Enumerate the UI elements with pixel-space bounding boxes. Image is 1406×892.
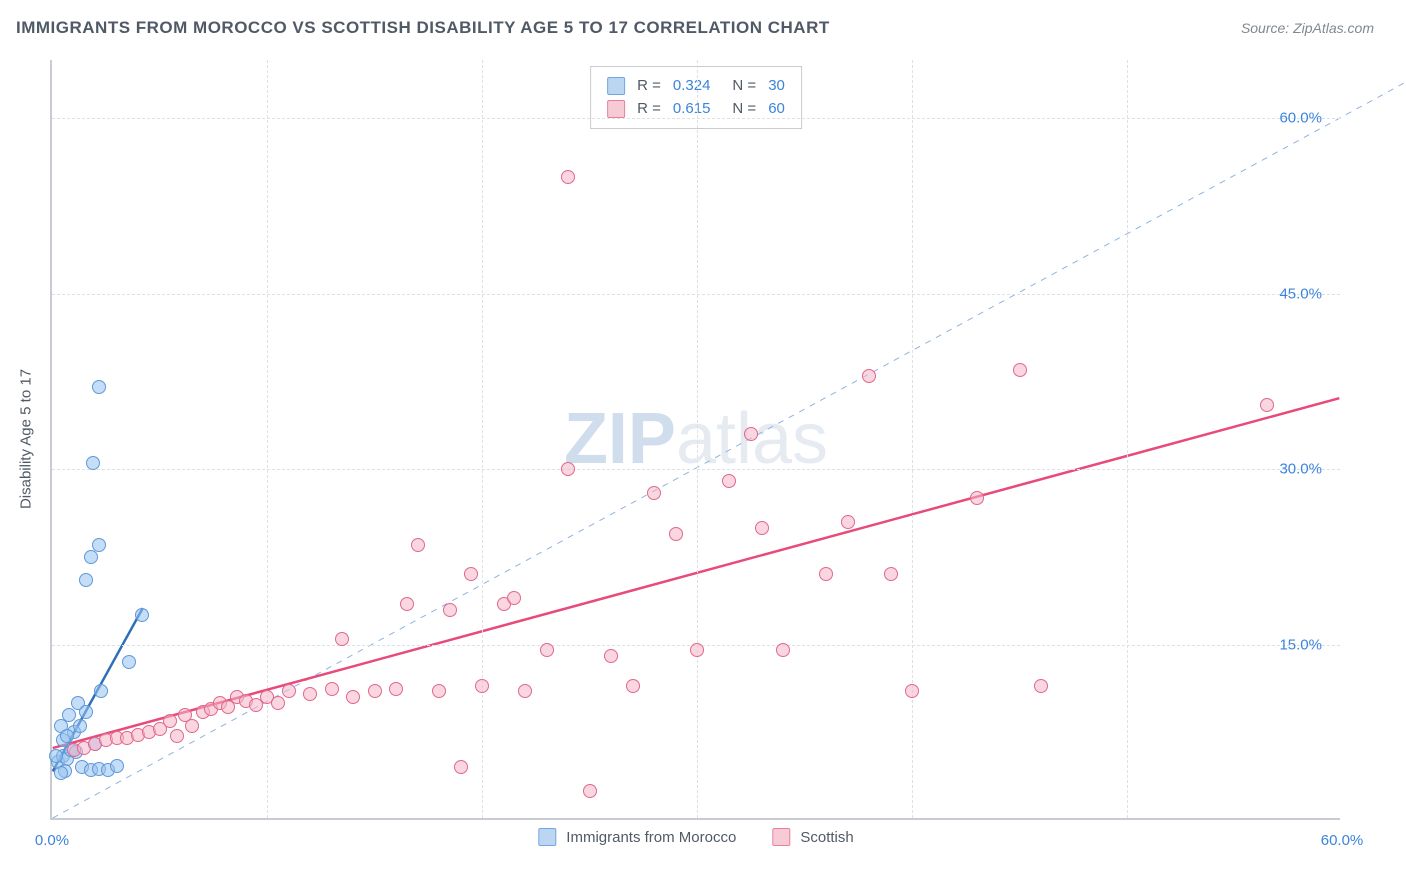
legend-swatch	[772, 828, 790, 846]
y-tick-label: 30.0%	[1279, 461, 1322, 478]
gridline-v	[697, 60, 698, 818]
legend-n-label: N =	[732, 75, 756, 98]
y-tick-label: 60.0%	[1279, 110, 1322, 127]
data-point	[411, 538, 425, 552]
data-point	[49, 749, 63, 763]
y-tick-label: 15.0%	[1279, 636, 1322, 653]
data-point	[475, 679, 489, 693]
gridline-v	[267, 60, 268, 818]
gridline-h	[52, 118, 1340, 119]
legend-swatch	[607, 77, 625, 95]
data-point	[583, 784, 597, 798]
data-point	[60, 729, 74, 743]
data-point	[303, 687, 317, 701]
data-point	[368, 684, 382, 698]
data-point	[271, 696, 285, 710]
gridline-v	[1127, 60, 1128, 818]
x-tick-label: 60.0%	[1321, 832, 1364, 849]
source-credit: Source: ZipAtlas.com	[1241, 20, 1374, 36]
data-point	[335, 632, 349, 646]
legend-n-value: 30	[768, 75, 785, 98]
chart-title: IMMIGRANTS FROM MOROCCO VS SCOTTISH DISA…	[16, 18, 830, 38]
correlation-legend: R = 0.324 N = 30 R = 0.615 N = 60	[590, 66, 802, 129]
data-point	[110, 759, 124, 773]
data-point	[647, 486, 661, 500]
data-point	[862, 369, 876, 383]
legend-row: R = 0.324 N = 30	[607, 75, 785, 98]
x-tick-label: 0.0%	[35, 832, 69, 849]
data-point	[507, 591, 521, 605]
data-point	[443, 603, 457, 617]
data-point	[1034, 679, 1048, 693]
legend-r-label: R =	[637, 98, 661, 121]
data-point	[1013, 363, 1027, 377]
data-point	[884, 567, 898, 581]
data-point	[970, 491, 984, 505]
y-axis-label: Disability Age 5 to 17	[18, 369, 35, 509]
data-point	[325, 682, 339, 696]
legend-item: Immigrants from Morocco	[538, 828, 736, 846]
legend-n-label: N =	[732, 98, 756, 121]
legend-r-value: 0.615	[673, 98, 711, 121]
data-point	[669, 527, 683, 541]
legend-series-label: Immigrants from Morocco	[566, 829, 736, 846]
legend-n-value: 60	[768, 98, 785, 121]
data-point	[744, 427, 758, 441]
data-point	[561, 170, 575, 184]
data-point	[841, 515, 855, 529]
legend-swatch	[538, 828, 556, 846]
data-point	[389, 682, 403, 696]
data-point	[163, 714, 177, 728]
data-point	[282, 684, 296, 698]
data-point	[62, 708, 76, 722]
gridline-v	[482, 60, 483, 818]
gridline-h	[52, 294, 1340, 295]
data-point	[84, 550, 98, 564]
data-point	[626, 679, 640, 693]
data-point	[1260, 398, 1274, 412]
legend-row: R = 0.615 N = 60	[607, 98, 785, 121]
gridline-h	[52, 469, 1340, 470]
data-point	[400, 597, 414, 611]
gridline-v	[912, 60, 913, 818]
legend-r-label: R =	[637, 75, 661, 98]
legend-swatch	[607, 100, 625, 118]
data-point	[54, 766, 68, 780]
data-point	[454, 760, 468, 774]
data-point	[755, 521, 769, 535]
legend-series-label: Scottish	[800, 829, 853, 846]
series-legend: Immigrants from Morocco Scottish	[538, 828, 853, 846]
legend-r-value: 0.324	[673, 75, 711, 98]
y-tick-label: 45.0%	[1279, 285, 1322, 302]
data-point	[540, 643, 554, 657]
data-point	[170, 729, 184, 743]
scatter-chart: Disability Age 5 to 17 ZIPatlas R =0.324…	[50, 60, 1340, 820]
legend-item: Scottish	[772, 828, 853, 846]
